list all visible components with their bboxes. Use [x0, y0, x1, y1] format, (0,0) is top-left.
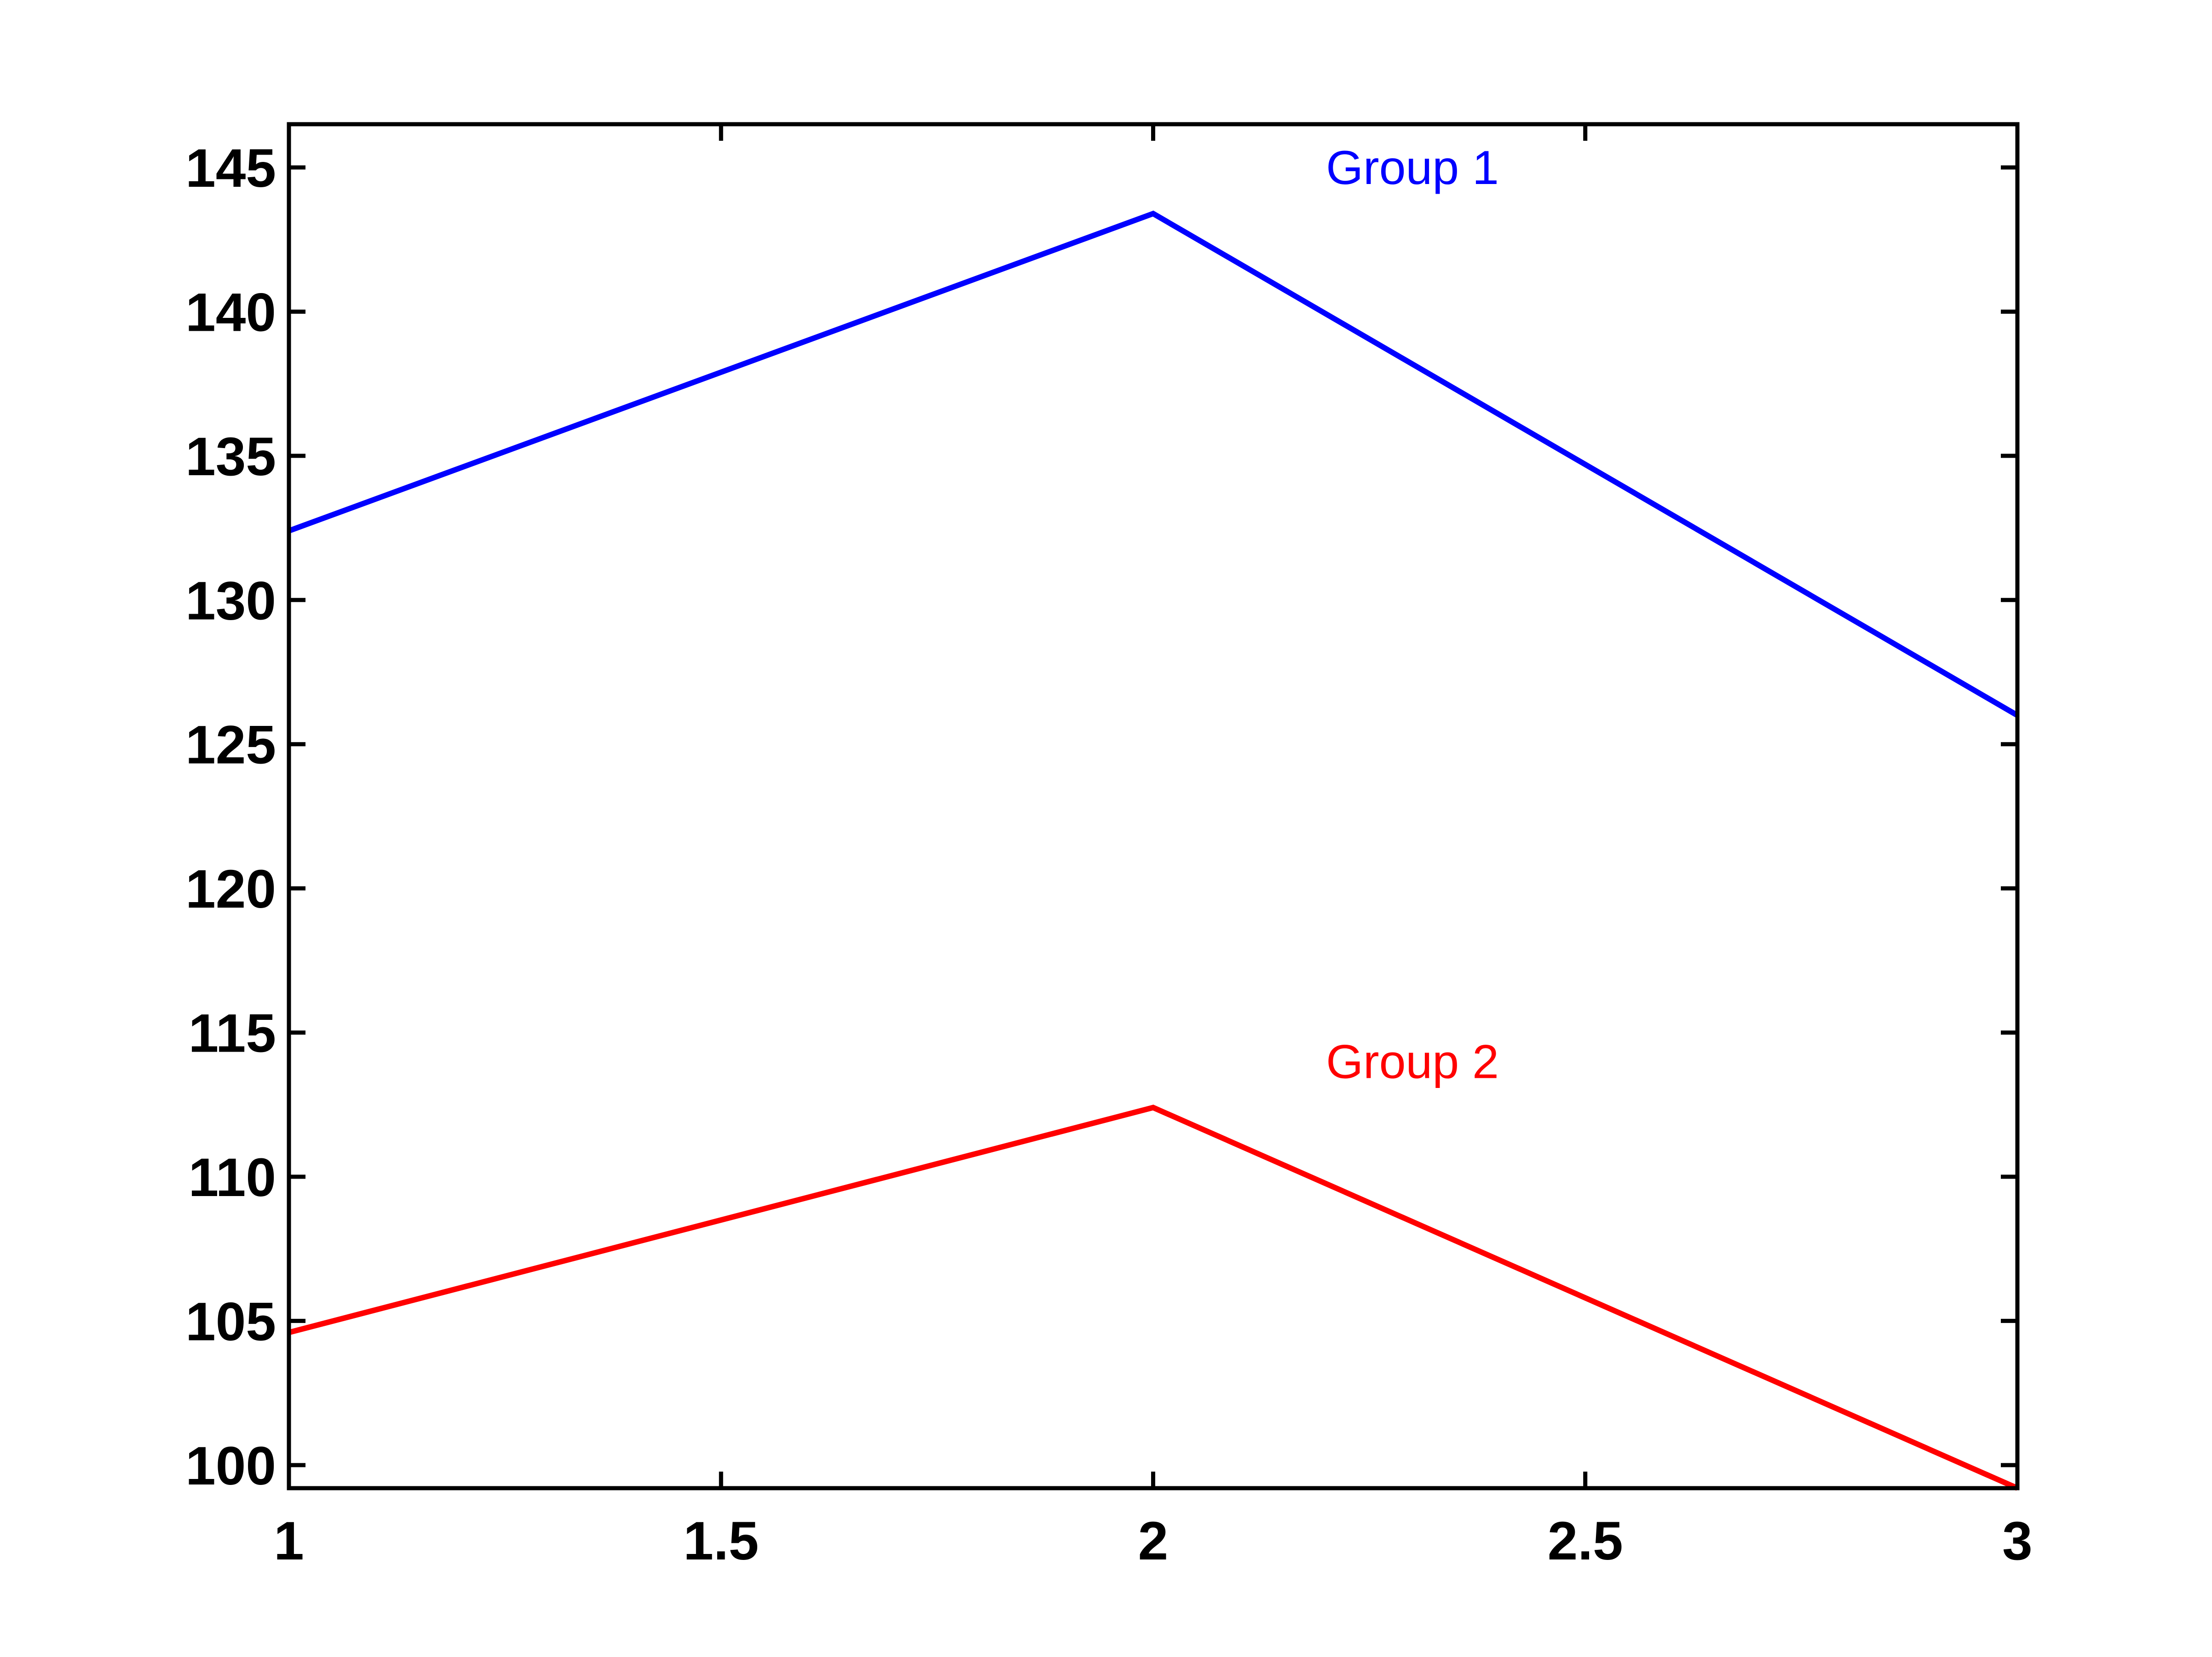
y-tick-label: 100	[185, 1436, 276, 1496]
series-layer	[288, 210, 2019, 1491]
y-tick-label: 120	[185, 859, 276, 920]
y-tick-label: 110	[189, 1147, 276, 1208]
y-tick-label: 115	[189, 1003, 276, 1064]
x-tick-label: 1.5	[683, 1511, 759, 1571]
plot-background	[289, 124, 2017, 1488]
annotation-group-2: Group 2	[1326, 1035, 1499, 1088]
y-tick-label: 140	[185, 282, 276, 343]
annotations: Group 1 Group 2	[1326, 141, 1499, 1088]
y-axis-ticks: 100 105 110 115 120 125 130 135 140 145	[185, 138, 2017, 1496]
annotation-group-1: Group 1	[1326, 141, 1499, 195]
y-tick-label: 130	[185, 570, 276, 631]
y-tick-label: 145	[185, 138, 276, 199]
x-tick-label: 2	[1138, 1511, 1169, 1571]
x-axis-ticks: 1 1.5 2 2.5 3	[274, 124, 2033, 1571]
y-tick-label: 125	[185, 715, 276, 776]
x-tick-label: 1	[274, 1511, 304, 1571]
series-line-1	[288, 210, 2019, 718]
y-tick-label: 135	[185, 426, 276, 487]
y-tick-label: 105	[185, 1291, 276, 1352]
x-tick-label: 2.5	[1548, 1511, 1623, 1571]
series-line-2	[288, 1105, 2019, 1491]
x-tick-label: 3	[2002, 1511, 2033, 1571]
